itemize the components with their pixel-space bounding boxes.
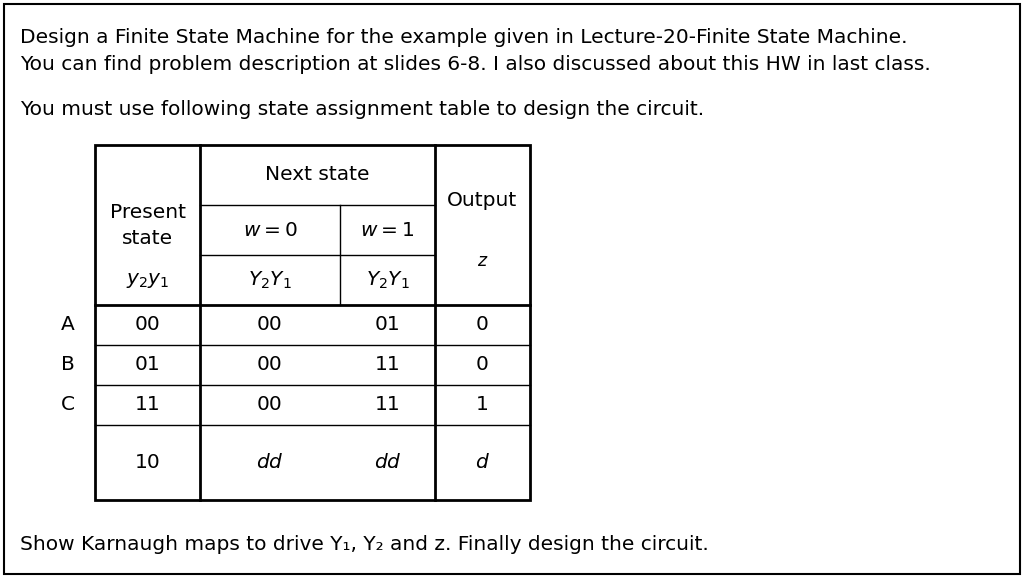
Text: Next state: Next state <box>265 165 370 184</box>
Text: $y_2 y_1$: $y_2 y_1$ <box>126 271 169 290</box>
Text: You must use following state assignment table to design the circuit.: You must use following state assignment … <box>20 100 705 119</box>
Text: 00: 00 <box>134 316 161 335</box>
Text: 0: 0 <box>476 316 488 335</box>
Text: 11: 11 <box>134 395 161 414</box>
Text: 1: 1 <box>476 395 488 414</box>
Text: state: state <box>122 229 173 249</box>
Text: C: C <box>61 395 75 414</box>
Text: 11: 11 <box>375 395 400 414</box>
Text: Show Karnaugh maps to drive Y₁, Y₂ and z. Finally design the circuit.: Show Karnaugh maps to drive Y₁, Y₂ and z… <box>20 535 709 554</box>
Text: $dd$: $dd$ <box>256 453 284 472</box>
Text: $Y_2 Y_1$: $Y_2 Y_1$ <box>248 269 292 291</box>
Text: Design a Finite State Machine for the example given in Lecture-20-Finite State M: Design a Finite State Machine for the ex… <box>20 28 907 47</box>
Text: Output: Output <box>447 191 517 209</box>
Text: 00: 00 <box>257 395 283 414</box>
Text: B: B <box>61 355 75 375</box>
Text: 0: 0 <box>476 355 488 375</box>
Text: $dd$: $dd$ <box>374 453 401 472</box>
Bar <box>95 145 530 500</box>
Text: 11: 11 <box>375 355 400 375</box>
Text: 00: 00 <box>257 316 283 335</box>
Text: $z$: $z$ <box>477 252 488 270</box>
Text: $w = 1$: $w = 1$ <box>360 220 415 239</box>
Text: Present: Present <box>110 203 185 223</box>
Text: 01: 01 <box>134 355 161 375</box>
Text: 00: 00 <box>257 355 283 375</box>
Text: $w = 0$: $w = 0$ <box>243 220 297 239</box>
Text: 01: 01 <box>375 316 400 335</box>
Text: 10: 10 <box>134 453 161 472</box>
Text: A: A <box>61 316 75 335</box>
Text: $d$: $d$ <box>475 453 489 472</box>
Text: $Y_2 Y_1$: $Y_2 Y_1$ <box>366 269 410 291</box>
Text: You can find problem description at slides 6-8. I also discussed about this HW i: You can find problem description at slid… <box>20 55 931 74</box>
